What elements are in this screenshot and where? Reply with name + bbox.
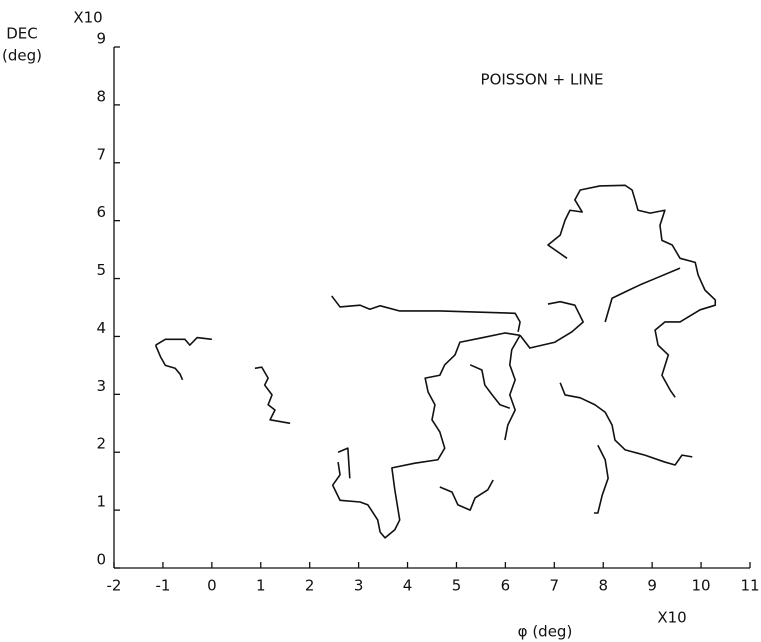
y-multiplier: X10	[73, 9, 102, 27]
y-tick-label: 7	[96, 145, 106, 163]
tree-branch	[504, 334, 521, 441]
x-multiplier: X10	[657, 609, 686, 627]
x-tick-label: 6	[501, 577, 511, 595]
x-tick-label: 8	[598, 577, 608, 595]
x-tick-label: 0	[207, 577, 217, 595]
tree-branch	[439, 479, 494, 511]
x-tick-label: 9	[647, 577, 657, 595]
x-tick-label: 3	[354, 577, 364, 595]
x-tick-label: 11	[740, 577, 759, 595]
x-tick-label: 2	[305, 577, 315, 595]
tree-branch	[469, 364, 511, 409]
y-tick-label: 6	[96, 203, 106, 221]
y-axis-label: DEC	[6, 25, 38, 43]
tree-branch	[519, 300, 584, 349]
x-tick-label: 1	[256, 577, 266, 595]
y-tick-label: 9	[96, 30, 106, 48]
y-tick-label: 4	[96, 319, 106, 337]
y-tick-label: 0	[96, 551, 106, 569]
x-tick-label: 4	[403, 577, 413, 595]
x-axis-label: φ (deg)	[518, 623, 573, 641]
x-tick-label: 10	[692, 577, 711, 595]
y-tick-label: 1	[96, 493, 106, 511]
tree-branch	[593, 444, 609, 514]
tree-branch	[547, 184, 717, 398]
tree-branch	[331, 295, 521, 332]
x-tick-label: -2	[107, 577, 122, 595]
x-tick-label: -1	[155, 577, 170, 595]
y-tick-label: 2	[96, 435, 106, 453]
y-tick-label: 5	[96, 261, 106, 279]
y-axis-unit: (deg)	[2, 47, 42, 65]
tree-branch	[154, 344, 184, 381]
tree-branch	[337, 447, 351, 479]
tree-branch	[331, 332, 521, 539]
chart-title: POISSON + LINE	[481, 71, 604, 89]
x-tick-label: 5	[452, 577, 462, 595]
x-tick-label: 7	[550, 577, 560, 595]
tree-branch	[254, 366, 291, 425]
tree-branch	[604, 267, 681, 323]
tree-branch	[559, 382, 693, 466]
y-tick-label: 8	[96, 87, 106, 105]
tree-branch	[155, 336, 212, 346]
y-tick-label: 3	[96, 377, 106, 395]
